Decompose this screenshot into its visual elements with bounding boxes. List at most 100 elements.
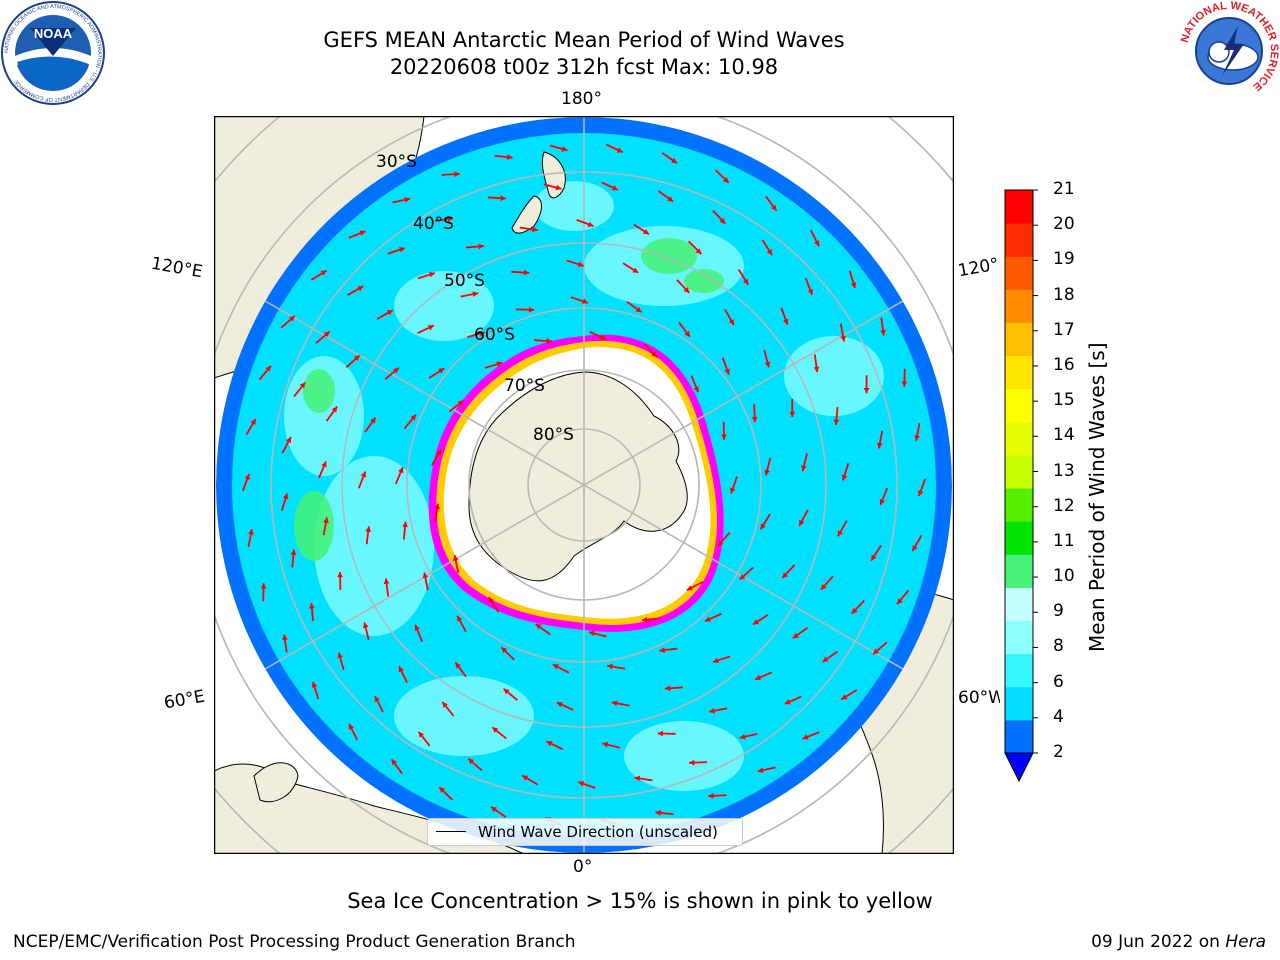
lat-label-80: 80°S — [533, 425, 574, 445]
wave-arrow-head — [250, 418, 256, 425]
wave-arrow-head — [320, 270, 327, 276]
wave-arrow-head — [760, 523, 766, 530]
wave-arrow-head — [739, 573, 746, 580]
wave-arrow-head — [764, 361, 771, 368]
colorbar-bin — [1005, 587, 1033, 622]
wave-arrow-head — [876, 442, 883, 449]
wave-arrow-head — [492, 727, 499, 733]
wave-arrow-head — [438, 368, 445, 374]
wave-arrow-head — [719, 217, 726, 224]
wave-arrow-head — [712, 657, 719, 664]
colorbar-tick-label: 13 — [1053, 460, 1075, 481]
wave-arrow-head — [917, 490, 924, 497]
colorbar-tick-label: 18 — [1053, 284, 1075, 305]
wave-arrow-head — [422, 572, 429, 579]
wave-arrow-head — [822, 656, 829, 662]
wave-arrow-head — [457, 400, 464, 406]
wind-wave-arrows — [242, 143, 926, 827]
sea-ice-footnote: Sea Ice Concentration > 15% is shown in … — [347, 889, 933, 913]
wave-arrow-head — [402, 521, 408, 528]
wave-arrow-head — [522, 775, 529, 781]
wave-arrow-head — [789, 411, 796, 418]
wave-arrow-head — [695, 248, 702, 255]
wave-arrow-head — [589, 630, 595, 637]
wave-arrow-head — [782, 318, 789, 325]
wave-arrow-head — [820, 583, 827, 590]
wave-arrow-head — [478, 330, 485, 337]
colorbar-tick-label: 8 — [1053, 636, 1064, 657]
wave-arrow-head — [488, 597, 494, 604]
wave-arrow-head — [807, 288, 813, 295]
wave-arrow-head — [457, 615, 463, 622]
wave-arrow-head — [704, 616, 711, 622]
colorbar-bin — [1005, 653, 1033, 688]
wave-arrow-head — [578, 781, 585, 787]
wave-arrow-head — [724, 368, 730, 375]
wave-arrow-head — [410, 414, 416, 421]
wave-arrow-head — [801, 465, 807, 471]
wave-arrow-head — [914, 435, 920, 441]
footer-date: 09 Jun 2022 on Hera — [1091, 932, 1266, 952]
wave-arrow-head — [265, 365, 271, 372]
wave-arrow-head — [323, 331, 330, 338]
wave-arrow-head — [282, 634, 288, 641]
legend-label: Wind Wave Direction (unscaled) — [478, 823, 718, 841]
wave-arrow-head — [634, 775, 641, 782]
wave-arrow-head — [841, 694, 848, 700]
wave-arrow-head — [359, 230, 366, 236]
colorbar-bin — [1005, 554, 1033, 588]
wave-arrow-head — [752, 619, 759, 625]
wave-arrow-head — [721, 434, 727, 440]
ocean-green-patches — [294, 238, 724, 561]
wave-arrow-head — [546, 741, 553, 747]
footer-date-text: 09 Jun 2022 on — [1091, 932, 1220, 952]
wave-arrow-head — [728, 319, 734, 326]
wave-arrow-head — [391, 759, 398, 766]
wave-arrow-head — [299, 382, 306, 389]
wave-arrow-head — [635, 306, 642, 313]
colorbar-tick-label: 9 — [1053, 601, 1064, 622]
chart-subtitle: 20220608 t00z 312h fcst Max: 10.98 — [389, 55, 779, 79]
wave-arrow-head — [392, 367, 399, 374]
footer-credit: NCEP/EMC/Verification Post Processing Pr… — [13, 932, 576, 952]
colorbar-tick-label: 20 — [1053, 214, 1075, 235]
wave-arrow-head — [248, 529, 254, 535]
colorbar-tick-label: 6 — [1053, 671, 1064, 692]
wave-arrow-head — [879, 498, 886, 505]
wave-arrow-head — [535, 623, 542, 630]
nws-logo: NATIONAL WEATHER SERVICE — [1179, 0, 1280, 100]
wave-arrow-head — [850, 282, 857, 289]
wave-arrow-head — [657, 730, 663, 737]
wave-arrow-head — [814, 240, 820, 247]
wave-arrow-head — [398, 467, 404, 474]
wave-arrow-head — [693, 386, 699, 393]
wave-arrow-head — [365, 526, 372, 532]
colorbar — [1004, 189, 1038, 783]
wave-arrow-head — [311, 681, 318, 688]
wave-arrow-head — [282, 493, 289, 500]
wave-arrow-head — [667, 196, 674, 202]
wave-arrow-head — [659, 647, 665, 653]
wave-arrow-head — [799, 519, 805, 526]
wave-arrow-head — [507, 154, 513, 160]
wave-arrow-head — [897, 598, 903, 605]
wave-arrow-head — [442, 701, 448, 708]
footer-host: Hera — [1225, 932, 1266, 952]
wave-arrow-head — [602, 741, 609, 748]
lat-label-50: 50°S — [444, 271, 485, 291]
map-frame — [214, 116, 954, 854]
wave-arrow-head — [491, 806, 498, 813]
wave-arrow-head — [717, 540, 724, 546]
wave-arrow-head — [353, 355, 360, 361]
wave-arrow-head — [468, 758, 475, 765]
wave-arrow-head — [447, 216, 454, 222]
wave-arrow-head — [757, 767, 764, 774]
wave-arrow-head — [331, 406, 338, 413]
wave-arrow-head — [632, 267, 639, 273]
wave-arrow-head — [730, 487, 736, 494]
colorbar-bin — [1005, 322, 1033, 357]
wave-arrow-head — [321, 461, 327, 468]
wave-arrow-head — [841, 474, 848, 481]
wave-arrow-head — [840, 335, 846, 342]
colorbar-tick-label: 2 — [1053, 742, 1064, 762]
